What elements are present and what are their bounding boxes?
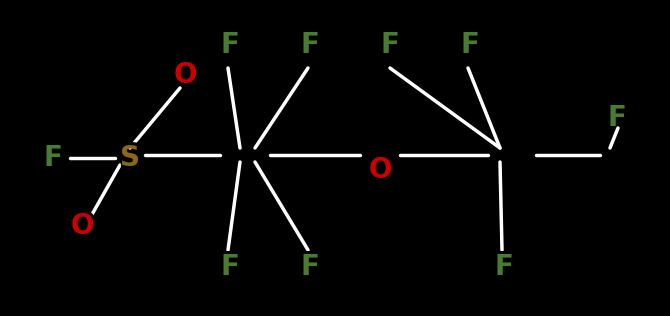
Text: S: S [117, 141, 143, 175]
Text: O: O [170, 58, 200, 92]
Text: F: F [301, 31, 320, 59]
Text: F: F [218, 28, 243, 62]
Text: F: F [297, 28, 322, 62]
Text: O: O [174, 61, 197, 89]
Text: F: F [458, 28, 482, 62]
Text: F: F [604, 101, 629, 135]
Text: O: O [369, 156, 392, 184]
Text: F: F [381, 31, 399, 59]
Text: F: F [494, 253, 513, 281]
Text: O: O [66, 209, 97, 243]
Text: F: F [460, 31, 480, 59]
Text: S: S [120, 144, 140, 172]
Text: F: F [301, 253, 320, 281]
Text: F: F [41, 141, 66, 175]
Text: F: F [220, 31, 239, 59]
Text: F: F [492, 250, 517, 284]
Text: F: F [218, 250, 243, 284]
Text: F: F [220, 253, 239, 281]
Text: O: O [364, 153, 395, 187]
Text: F: F [44, 144, 62, 172]
Text: F: F [378, 28, 403, 62]
Text: O: O [70, 212, 94, 240]
Text: F: F [297, 250, 322, 284]
Text: F: F [608, 104, 626, 132]
